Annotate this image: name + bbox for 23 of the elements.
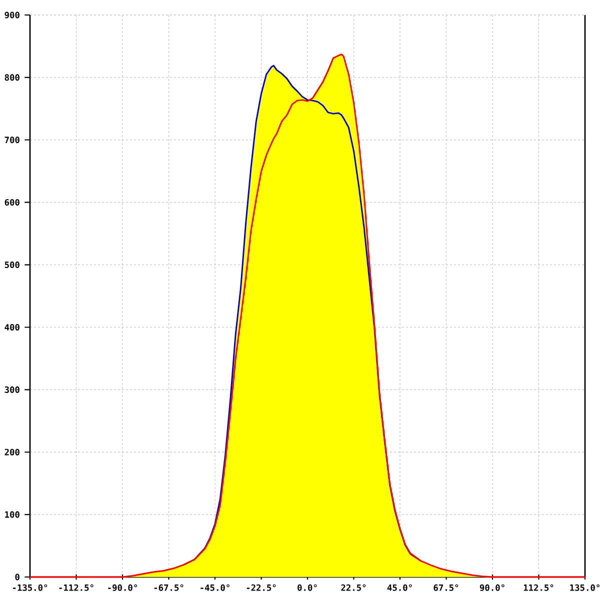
y-tick-label: 700 — [4, 136, 20, 144]
x-tick-label: -67.5° — [154, 584, 184, 591]
y-tick-label: 300 — [4, 386, 20, 393]
y-tick-label: 400 — [4, 324, 20, 331]
x-tick-label: -90.0° — [108, 584, 137, 591]
y-tick-label: 800 — [4, 74, 20, 81]
x-tick-label: -22.5° — [246, 584, 276, 591]
y-tick-label: 600 — [4, 199, 20, 206]
y-tick-label: 0 — [15, 574, 20, 580]
x-tick-label: -135.0° — [13, 584, 48, 591]
x-tick-label: -112.5° — [59, 584, 94, 591]
y-tick-label: 100 — [5, 511, 20, 518]
y-tick-label: 900 — [4, 12, 20, 18]
x-tick-label: 67.5° — [434, 584, 458, 591]
x-tick-label: 135.0° — [570, 584, 600, 591]
y-tick-label: 500 — [4, 262, 20, 268]
x-tick-label: 112.5° — [524, 584, 554, 591]
x-tick-label: 90.0° — [480, 584, 504, 591]
x-tick-label: 22.5° — [341, 584, 366, 591]
x-tick-label: 45.0° — [387, 584, 412, 591]
y-tick-label: 200 — [4, 448, 20, 456]
x-tick-label: 0.0° — [298, 584, 317, 591]
x-tick-label: -45.0° — [200, 584, 230, 591]
